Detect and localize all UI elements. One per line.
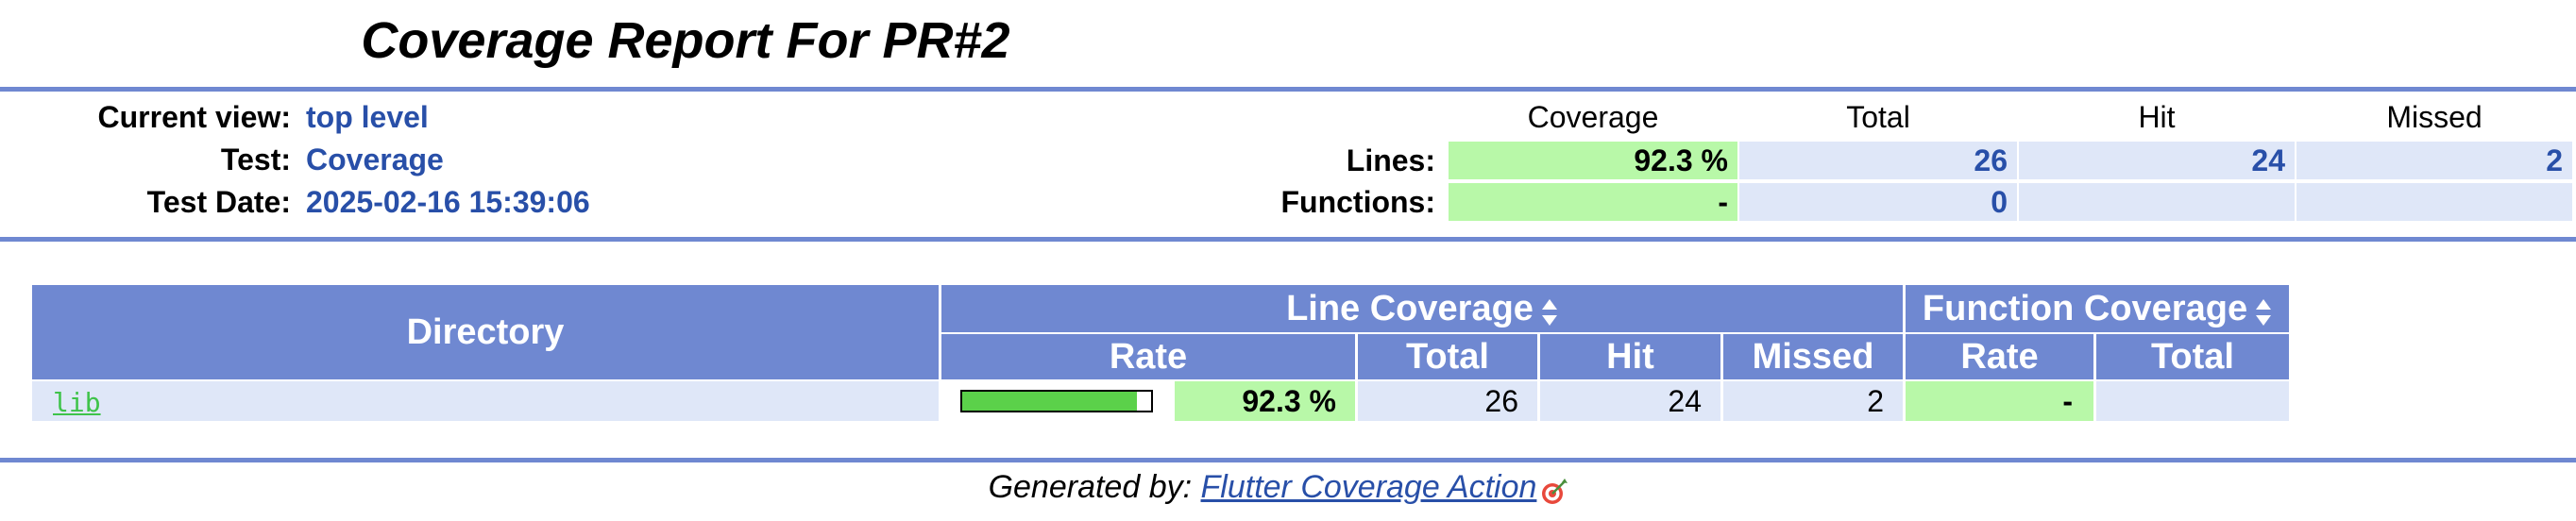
top-divider bbox=[0, 87, 2576, 92]
line-total-header: Total bbox=[1358, 334, 1537, 379]
lines-coverage: 92.3 % bbox=[1449, 142, 1737, 179]
coverage-bar bbox=[960, 390, 1153, 412]
line-missed-cell: 2 bbox=[1723, 381, 1903, 421]
page-title: Coverage Report For PR#2 bbox=[361, 12, 1010, 69]
functions-missed bbox=[2296, 183, 2572, 221]
sort-up-down-icon[interactable] bbox=[1541, 293, 1558, 326]
coverage-bar-fill bbox=[962, 392, 1137, 411]
lines-missed: 2 bbox=[2296, 142, 2572, 179]
summary-header-total: Total bbox=[1846, 100, 1910, 134]
line-missed-header: Missed bbox=[1723, 334, 1903, 379]
current-view-label: Current view: bbox=[97, 100, 291, 134]
current-view-value: top level bbox=[306, 100, 429, 134]
function-total-header: Total bbox=[2096, 334, 2289, 379]
functions-hit bbox=[2019, 183, 2295, 221]
function-rate-cell: - bbox=[1906, 381, 2093, 421]
directory-cell: lib bbox=[32, 381, 939, 421]
function-total-cell bbox=[2096, 381, 2289, 421]
line-hit-cell: 24 bbox=[1540, 381, 1720, 421]
line-total-cell: 26 bbox=[1358, 381, 1537, 421]
lines-total: 26 bbox=[1739, 142, 2017, 179]
function-rate-header: Rate bbox=[1906, 334, 2093, 379]
footer-link-text: Flutter Coverage Action bbox=[1200, 469, 1537, 505]
bottom-divider bbox=[0, 458, 2576, 462]
sort-up-down-icon[interactable] bbox=[2255, 293, 2272, 326]
directory-link[interactable]: lib bbox=[53, 387, 101, 418]
line-coverage-header-label: Line Coverage bbox=[1286, 289, 1534, 328]
lines-label: Lines: bbox=[1346, 143, 1435, 177]
middle-divider bbox=[0, 237, 2576, 242]
footer: Generated by: Flutter Coverage Action bbox=[0, 464, 2576, 510]
line-rate-cell: 92.3 % bbox=[1175, 381, 1355, 421]
test-date-label: Test Date: bbox=[146, 185, 291, 219]
footer-prefix: Generated by: bbox=[988, 469, 1193, 505]
summary-header-missed: Missed bbox=[2386, 100, 2483, 134]
summary-header-coverage: Coverage bbox=[1527, 100, 1659, 134]
test-label: Test: bbox=[220, 143, 291, 176]
function-coverage-header[interactable]: Function Coverage bbox=[1906, 285, 2289, 332]
test-value: Coverage bbox=[306, 143, 444, 176]
functions-coverage: - bbox=[1449, 183, 1737, 221]
lines-hit: 24 bbox=[2019, 142, 2295, 179]
footer-link[interactable]: Flutter Coverage Action bbox=[1201, 469, 1569, 505]
line-hit-header: Hit bbox=[1540, 334, 1720, 379]
functions-total: 0 bbox=[1739, 183, 2017, 221]
line-rate-header: Rate bbox=[941, 334, 1355, 379]
function-coverage-header-label: Function Coverage bbox=[1922, 289, 2248, 328]
directory-header[interactable]: Directory bbox=[32, 285, 939, 379]
summary-header-hit: Hit bbox=[2138, 100, 2176, 134]
line-coverage-header[interactable]: Line Coverage bbox=[941, 285, 1903, 332]
target-icon bbox=[1540, 473, 1568, 505]
functions-label: Functions: bbox=[1280, 185, 1435, 219]
test-date-value: 2025-02-16 15:39:06 bbox=[306, 185, 590, 219]
